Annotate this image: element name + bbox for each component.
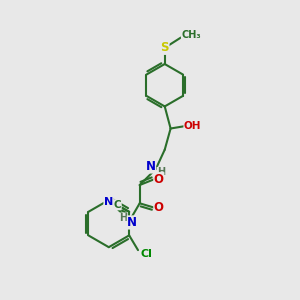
Text: C: C [114,200,121,210]
Text: H: H [119,213,128,223]
Text: CH₃: CH₃ [182,30,201,40]
Text: O: O [154,172,164,186]
Text: OH: OH [184,121,201,130]
Text: N: N [127,216,137,229]
Text: H: H [157,167,165,177]
Text: Cl: Cl [140,249,152,259]
Text: N: N [146,160,156,173]
Text: O: O [154,201,164,214]
Text: N: N [104,197,113,207]
Text: S: S [160,41,169,54]
